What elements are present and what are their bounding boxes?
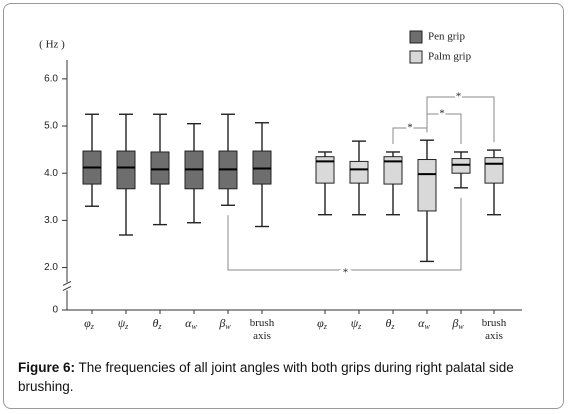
x-tick-label: φz (84, 316, 95, 331)
x-tick-label: βw (451, 316, 464, 331)
x-tick-symbol: ψ (118, 316, 126, 330)
significance-bracket (426, 96, 495, 143)
x-tick-subscript: z (124, 322, 129, 331)
significance-label: * (439, 108, 445, 120)
y-tick-label: 4.0 (44, 168, 58, 179)
box (417, 159, 437, 212)
x-tick-label-line: axis (485, 330, 503, 342)
x-tick-subscript: z (90, 322, 95, 331)
x-tick-subscript: z (157, 322, 162, 331)
caption: Figure 6: The frequencies of all joint a… (18, 358, 553, 396)
significance-label: * (407, 122, 413, 134)
x-tick-label: θz (385, 316, 395, 331)
legend-label: Palm grip (428, 51, 472, 63)
x-tick-label: φz (317, 316, 328, 331)
box (116, 150, 136, 190)
box (383, 156, 403, 185)
y-tick-label: 3.0 (44, 215, 58, 226)
x-tick-symbol: β (218, 316, 225, 330)
y-axis-label: ( Hz ) (39, 39, 65, 51)
y-tick-label: 0 (52, 305, 58, 316)
box (150, 151, 170, 185)
x-tick-label: ψz (118, 316, 129, 331)
figure-frame (3, 3, 564, 409)
significance-label: * (456, 91, 462, 103)
legend-label: Pen grip (428, 31, 465, 43)
x-tick-symbol: θ (152, 316, 158, 330)
box (349, 160, 369, 184)
x-tick-label: βw (218, 316, 231, 331)
significance-bracket (227, 197, 462, 271)
x-tick-symbol: ψ (351, 316, 359, 330)
x-tick-subscript: z (357, 322, 362, 331)
x-tick-symbol: α (418, 316, 425, 330)
x-tick-label: brush axis (250, 317, 275, 342)
x-tick-symbol: α (185, 316, 192, 330)
box (451, 158, 471, 174)
x-tick-subscript: w (424, 322, 430, 331)
axis-break (62, 280, 72, 291)
x-tick-subscript: w (458, 322, 464, 331)
x-tick-subscript: w (225, 322, 231, 331)
x-tick-label-line: axis (253, 330, 271, 342)
significance-label: * (343, 267, 349, 279)
x-tick-label: αw (418, 316, 430, 331)
x-tick-label: θz (152, 316, 162, 331)
x-tick-subscript: z (390, 322, 395, 331)
x-tick-symbol: θ (385, 316, 391, 330)
box (484, 157, 504, 184)
x-tick-symbol: β (451, 316, 458, 330)
y-tick-label: 5.0 (44, 121, 58, 132)
caption-text: The frequencies of all joint angles with… (18, 360, 514, 394)
x-tick-label-line: brush (250, 317, 275, 329)
x-tick-symbol: φ (317, 316, 324, 330)
x-tick-label-line: brush (482, 317, 507, 329)
box (315, 156, 335, 184)
x-tick-label: brush axis (482, 317, 507, 342)
legend-swatch (409, 50, 423, 64)
x-tick-subscript: z (323, 322, 328, 331)
x-tick-label: ψz (351, 316, 362, 331)
y-tick-label: 2.0 (44, 262, 58, 273)
caption-label: Figure 6: (18, 360, 76, 375)
x-tick-symbol: φ (84, 316, 91, 330)
x-tick-label: αw (185, 316, 197, 331)
x-tick-subscript: w (191, 322, 197, 331)
legend-swatch (409, 30, 423, 44)
y-tick-label: 6.0 (44, 74, 58, 85)
